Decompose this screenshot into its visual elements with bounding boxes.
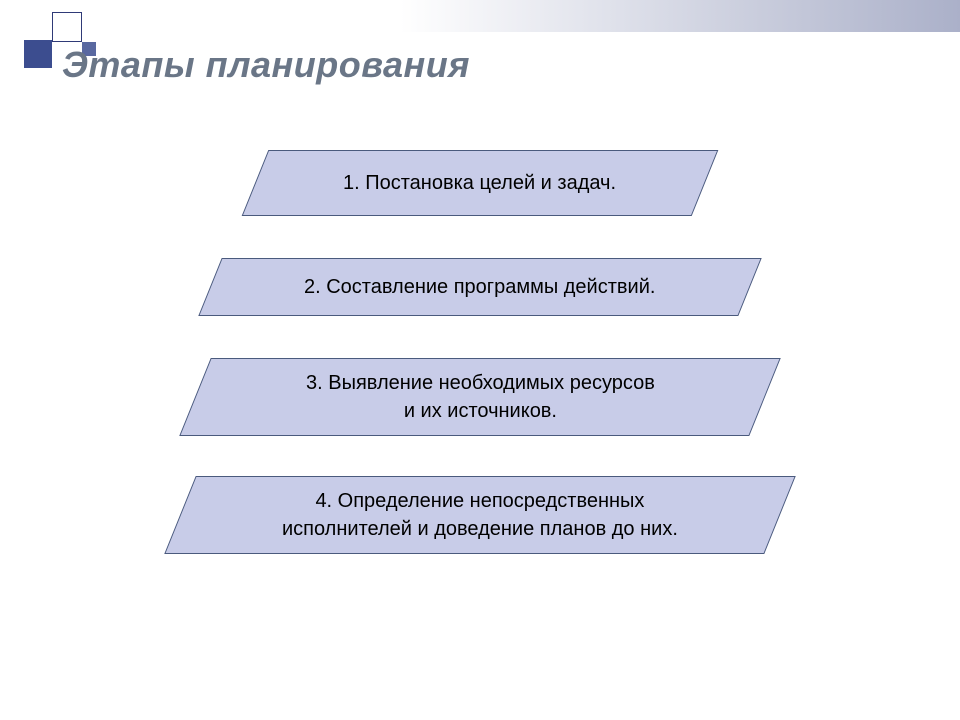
stage-4-text: 4. Определение непосредственных исполнит… (272, 487, 688, 543)
stage-1: 1. Постановка целей и задач. (0, 150, 960, 216)
stage-3-shape: 3. Выявление необходимых ресурсов и их и… (179, 358, 781, 436)
decor-square-solid (24, 40, 52, 68)
top-gradient-band (400, 0, 960, 32)
slide-title: Этапы планирования (62, 44, 470, 86)
stage-2: 2. Составление программы действий. (0, 258, 960, 316)
stage-1-shape: 1. Постановка целей и задач. (242, 150, 719, 216)
stage-4: 4. Определение непосредственных исполнит… (0, 476, 960, 554)
stage-1-text: 1. Постановка целей и задач. (333, 169, 626, 197)
stage-2-text: 2. Составление программы действий. (294, 273, 665, 301)
stages-container: 1. Постановка целей и задач. 2. Составле… (0, 150, 960, 554)
stage-3-text: 3. Выявление необходимых ресурсов и их и… (296, 369, 665, 425)
stage-4-shape: 4. Определение непосредственных исполнит… (164, 476, 796, 554)
stage-3: 3. Выявление необходимых ресурсов и их и… (0, 358, 960, 436)
stage-2-shape: 2. Составление программы действий. (198, 258, 761, 316)
decor-square-outline (52, 12, 82, 42)
